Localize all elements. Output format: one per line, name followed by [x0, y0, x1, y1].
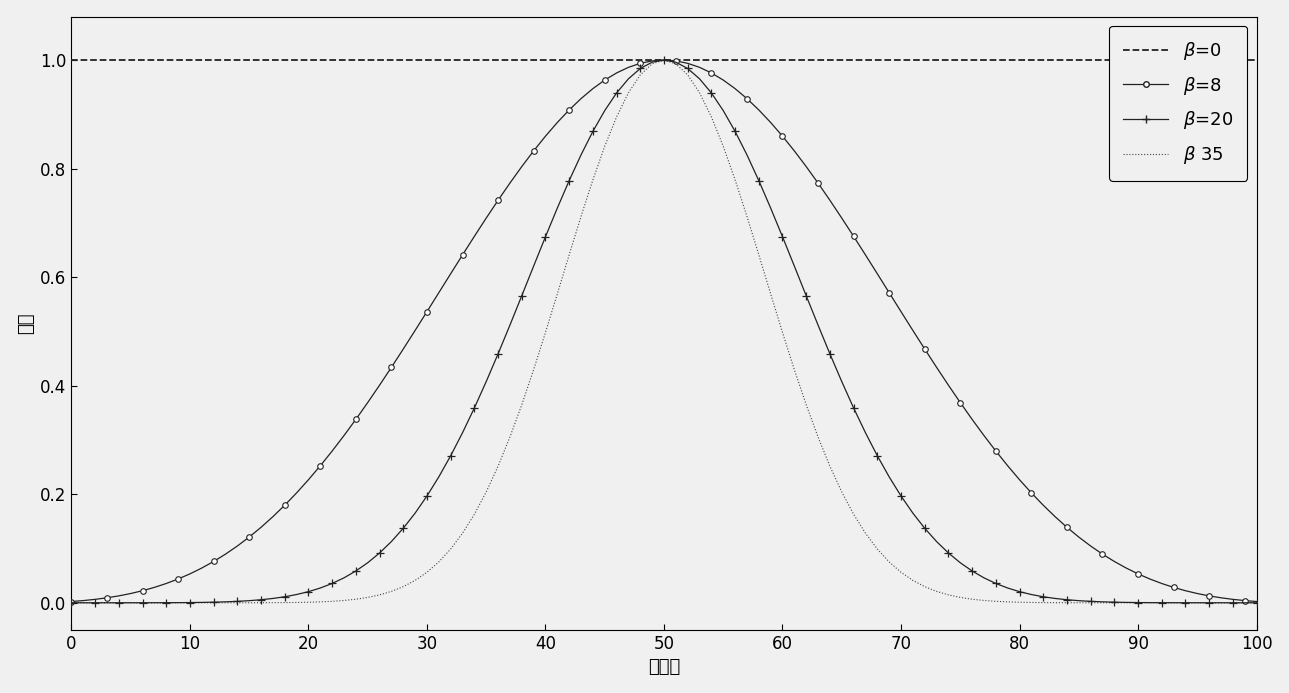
X-axis label: 采样点: 采样点 [648, 658, 681, 676]
Y-axis label: 幅値: 幅値 [17, 313, 35, 334]
Legend: $\beta$=0, $\beta$=8, $\beta$=20, $\beta$ 35: $\beta$=0, $\beta$=8, $\beta$=20, $\beta… [1109, 26, 1248, 180]
